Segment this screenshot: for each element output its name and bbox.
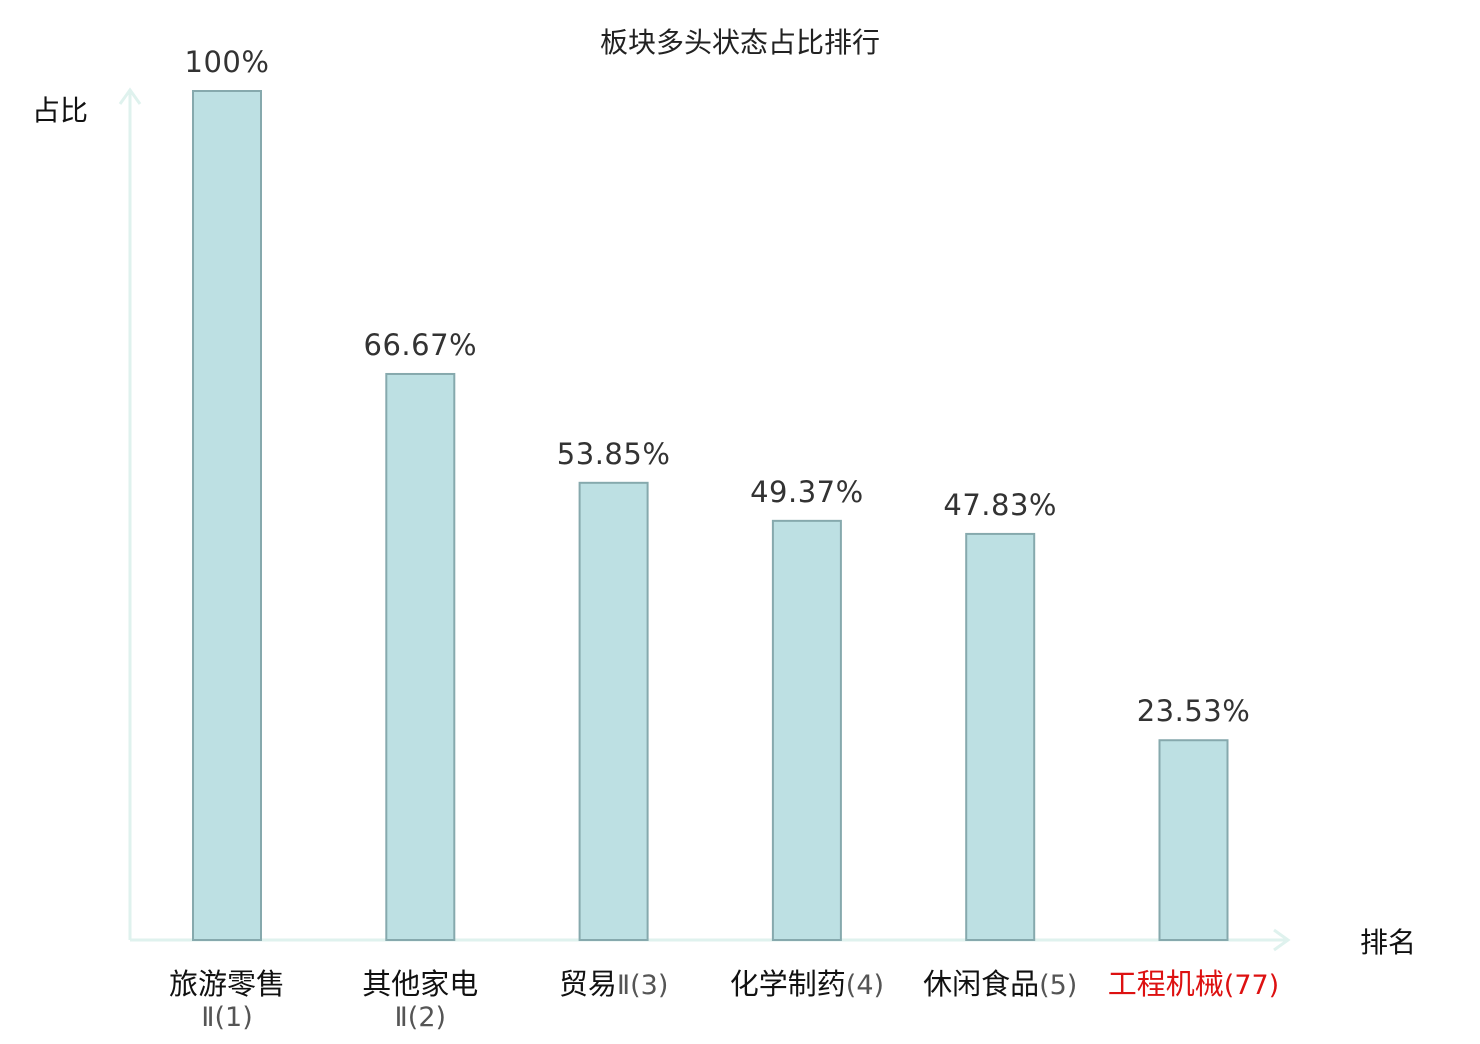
bar-value-label: 47.83% [943, 488, 1057, 522]
value-labels: 100% 66.67% 53.85% 49.37% 47.83% 23.53% [185, 45, 1251, 728]
category-rank-label: Ⅱ(1) [201, 1002, 253, 1033]
bar-value-label: 53.85% [557, 437, 671, 471]
category-rank: (4) [846, 970, 884, 1001]
category-label: 休闲食品(5) [923, 967, 1077, 1001]
category-rank: Ⅱ(3) [617, 970, 669, 1001]
bar [192, 90, 262, 941]
bar-value-label: 23.53% [1137, 694, 1251, 728]
bar [771, 519, 842, 941]
category-rank-label: Ⅱ(2) [395, 1002, 447, 1033]
category-name: 化学制药 [730, 967, 846, 1001]
bar [1158, 739, 1229, 941]
x-axis-arrow [1273, 928, 1291, 952]
category-label: 其他家电 [362, 967, 478, 1001]
bar-value-label: 66.67% [364, 328, 478, 362]
bar [578, 481, 649, 941]
category-rank: (5) [1039, 970, 1077, 1001]
category-name: 工程机械 [1108, 967, 1224, 1001]
bar [385, 372, 456, 942]
category-name: 休闲食品 [923, 967, 1039, 1001]
category-label: 贸易Ⅱ(3) [559, 967, 669, 1001]
category-name: 贸易 [559, 967, 617, 1001]
chart-title: 板块多头状态占比排行 [600, 26, 880, 59]
category-label: 化学制药(4) [730, 967, 884, 1001]
axes [118, 87, 1291, 952]
bars [192, 90, 1229, 942]
bar [965, 532, 1036, 941]
bar-value-label: 49.37% [750, 475, 864, 509]
y-axis-label: 占比 [32, 94, 88, 127]
category-label: 旅游零售 [169, 967, 285, 1001]
category-label: 工程机械(77) [1108, 967, 1279, 1001]
y-axis-arrow [118, 87, 142, 105]
bar-value-label: 100% [185, 45, 270, 79]
x-axis-label: 排名 [1360, 926, 1416, 959]
category-rank: (77) [1224, 970, 1279, 1001]
